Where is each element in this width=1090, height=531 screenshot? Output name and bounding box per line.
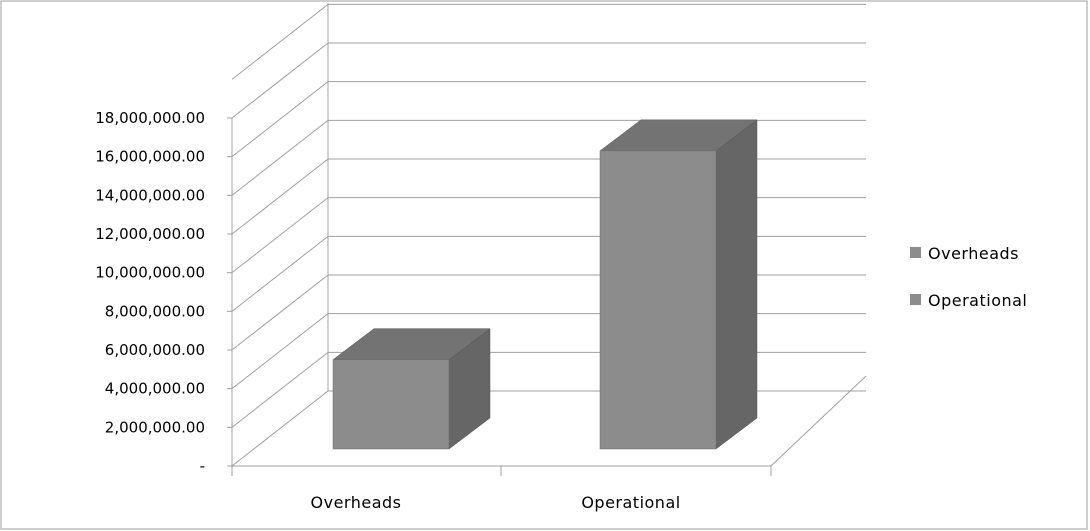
gridline-diagonal — [231, 119, 329, 196]
bar-operational — [599, 119, 758, 450]
gridline-diagonal — [231, 158, 329, 235]
y-tick-label: 10,000,000.00 — [95, 264, 205, 282]
legend-label-overheads: Overheads — [928, 244, 1019, 263]
y-tick-label: 2,000,000.00 — [105, 418, 205, 436]
gridline-diagonal — [231, 3, 329, 80]
legend-swatch-overheads — [910, 247, 921, 258]
bar-overheads — [332, 328, 491, 450]
gridline-diagonal — [231, 235, 329, 312]
x-axis: Overheads Operational — [311, 493, 681, 512]
y-tick-label: - — [200, 457, 205, 475]
bars — [332, 119, 758, 450]
gridlines — [231, 3, 867, 467]
gridline-diagonal — [231, 351, 329, 428]
y-axis: - 2,000,000.00 4,000,000.00 6,000,000.00 8,0… — [95, 109, 772, 476]
y-tick-label: 8,000,000.00 — [105, 302, 205, 320]
y-tick-label: 6,000,000.00 — [105, 341, 205, 359]
gridline-diagonal — [231, 81, 329, 158]
y-tick-label: 16,000,000.00 — [95, 148, 205, 166]
y-tick-label: 14,000,000.00 — [95, 186, 205, 204]
y-tick-label: 18,000,000.00 — [95, 109, 205, 127]
gridline-diagonal — [231, 197, 329, 274]
x-tick-label-overheads: Overheads — [311, 493, 402, 512]
gridline-diagonal — [231, 274, 329, 351]
legend: Overheads Operational — [910, 244, 1027, 310]
y-tick-label: 4,000,000.00 — [105, 380, 205, 398]
bar-front — [332, 359, 450, 450]
gridline-diagonal — [231, 390, 329, 467]
bar-front — [599, 150, 717, 450]
legend-swatch-operational — [910, 294, 921, 305]
y-tick-label: 12,000,000.00 — [95, 225, 205, 243]
x-tick-label-operational: Operational — [581, 493, 680, 512]
legend-label-operational: Operational — [928, 291, 1027, 310]
gridline-diagonal — [231, 42, 329, 119]
gridline-diagonal — [231, 313, 329, 390]
bar-side — [715, 119, 758, 450]
